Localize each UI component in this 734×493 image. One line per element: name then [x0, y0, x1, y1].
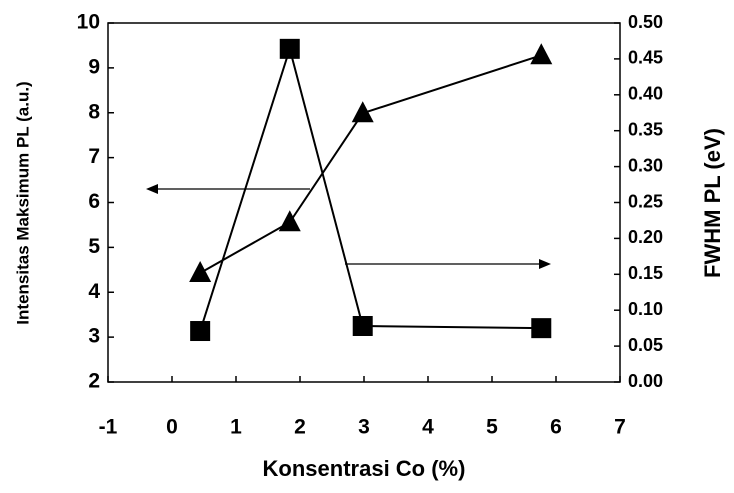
y2-tick-label: 0.15 [628, 263, 663, 283]
annotation-arrows [146, 184, 551, 269]
x-tick-label: 4 [422, 416, 434, 439]
y2-axis-label: FWHM PL (eV) [700, 128, 725, 278]
triangle-marker [189, 260, 212, 282]
y-tick-label: 8 [88, 100, 100, 123]
y2-tick-label: 0.50 [628, 12, 663, 32]
y2-tick-label: 0.40 [628, 84, 663, 104]
y-tick-label: 4 [88, 280, 100, 303]
y2-tick-label: 0.45 [628, 48, 663, 68]
y-tick-label: 6 [88, 190, 100, 213]
y-tick-label: 3 [88, 325, 100, 348]
y2-tick-label: 0.30 [628, 155, 663, 175]
x-tick-label: 1 [230, 416, 242, 439]
y2-tick-label: 0.20 [628, 227, 663, 247]
square-marker [279, 38, 300, 59]
x-tick-label: 3 [358, 416, 370, 439]
y-axis-label: Intensitas Maksimum PL (a.u.) [13, 81, 32, 324]
arrowhead [146, 184, 158, 194]
triangle-marker [351, 101, 374, 123]
x-axis-label: Konsentrasi Co (%) [263, 456, 466, 481]
x-tick-label: 2 [294, 416, 306, 439]
triangle-marker [278, 210, 301, 232]
x-tick-label: 0 [166, 416, 178, 439]
series-line [199, 54, 542, 274]
square-marker [531, 318, 552, 339]
square-marker [190, 321, 211, 342]
series-line [199, 45, 542, 332]
x-tick-label: 7 [614, 416, 626, 439]
y-tick-label: 2 [88, 370, 100, 393]
x-tick-label: 5 [486, 416, 498, 439]
square-marker [352, 315, 373, 336]
y2-tick-label: 0.25 [628, 191, 663, 211]
y2-tick-label: 0.05 [628, 335, 663, 355]
y-tick-label: 7 [88, 145, 100, 168]
x-tick-label: 6 [550, 416, 562, 439]
y-tick-label: 10 [77, 11, 100, 34]
y-tick-label: 5 [88, 235, 100, 258]
y-tick-label: 9 [88, 55, 100, 78]
y2-tick-label: 0.00 [628, 371, 663, 391]
y2-tick-label: 0.35 [628, 119, 663, 139]
triangle-marker [530, 43, 553, 65]
y2-tick-label: 0.10 [628, 299, 663, 319]
x-tick-label: -1 [99, 416, 118, 439]
arrowhead [539, 259, 551, 269]
